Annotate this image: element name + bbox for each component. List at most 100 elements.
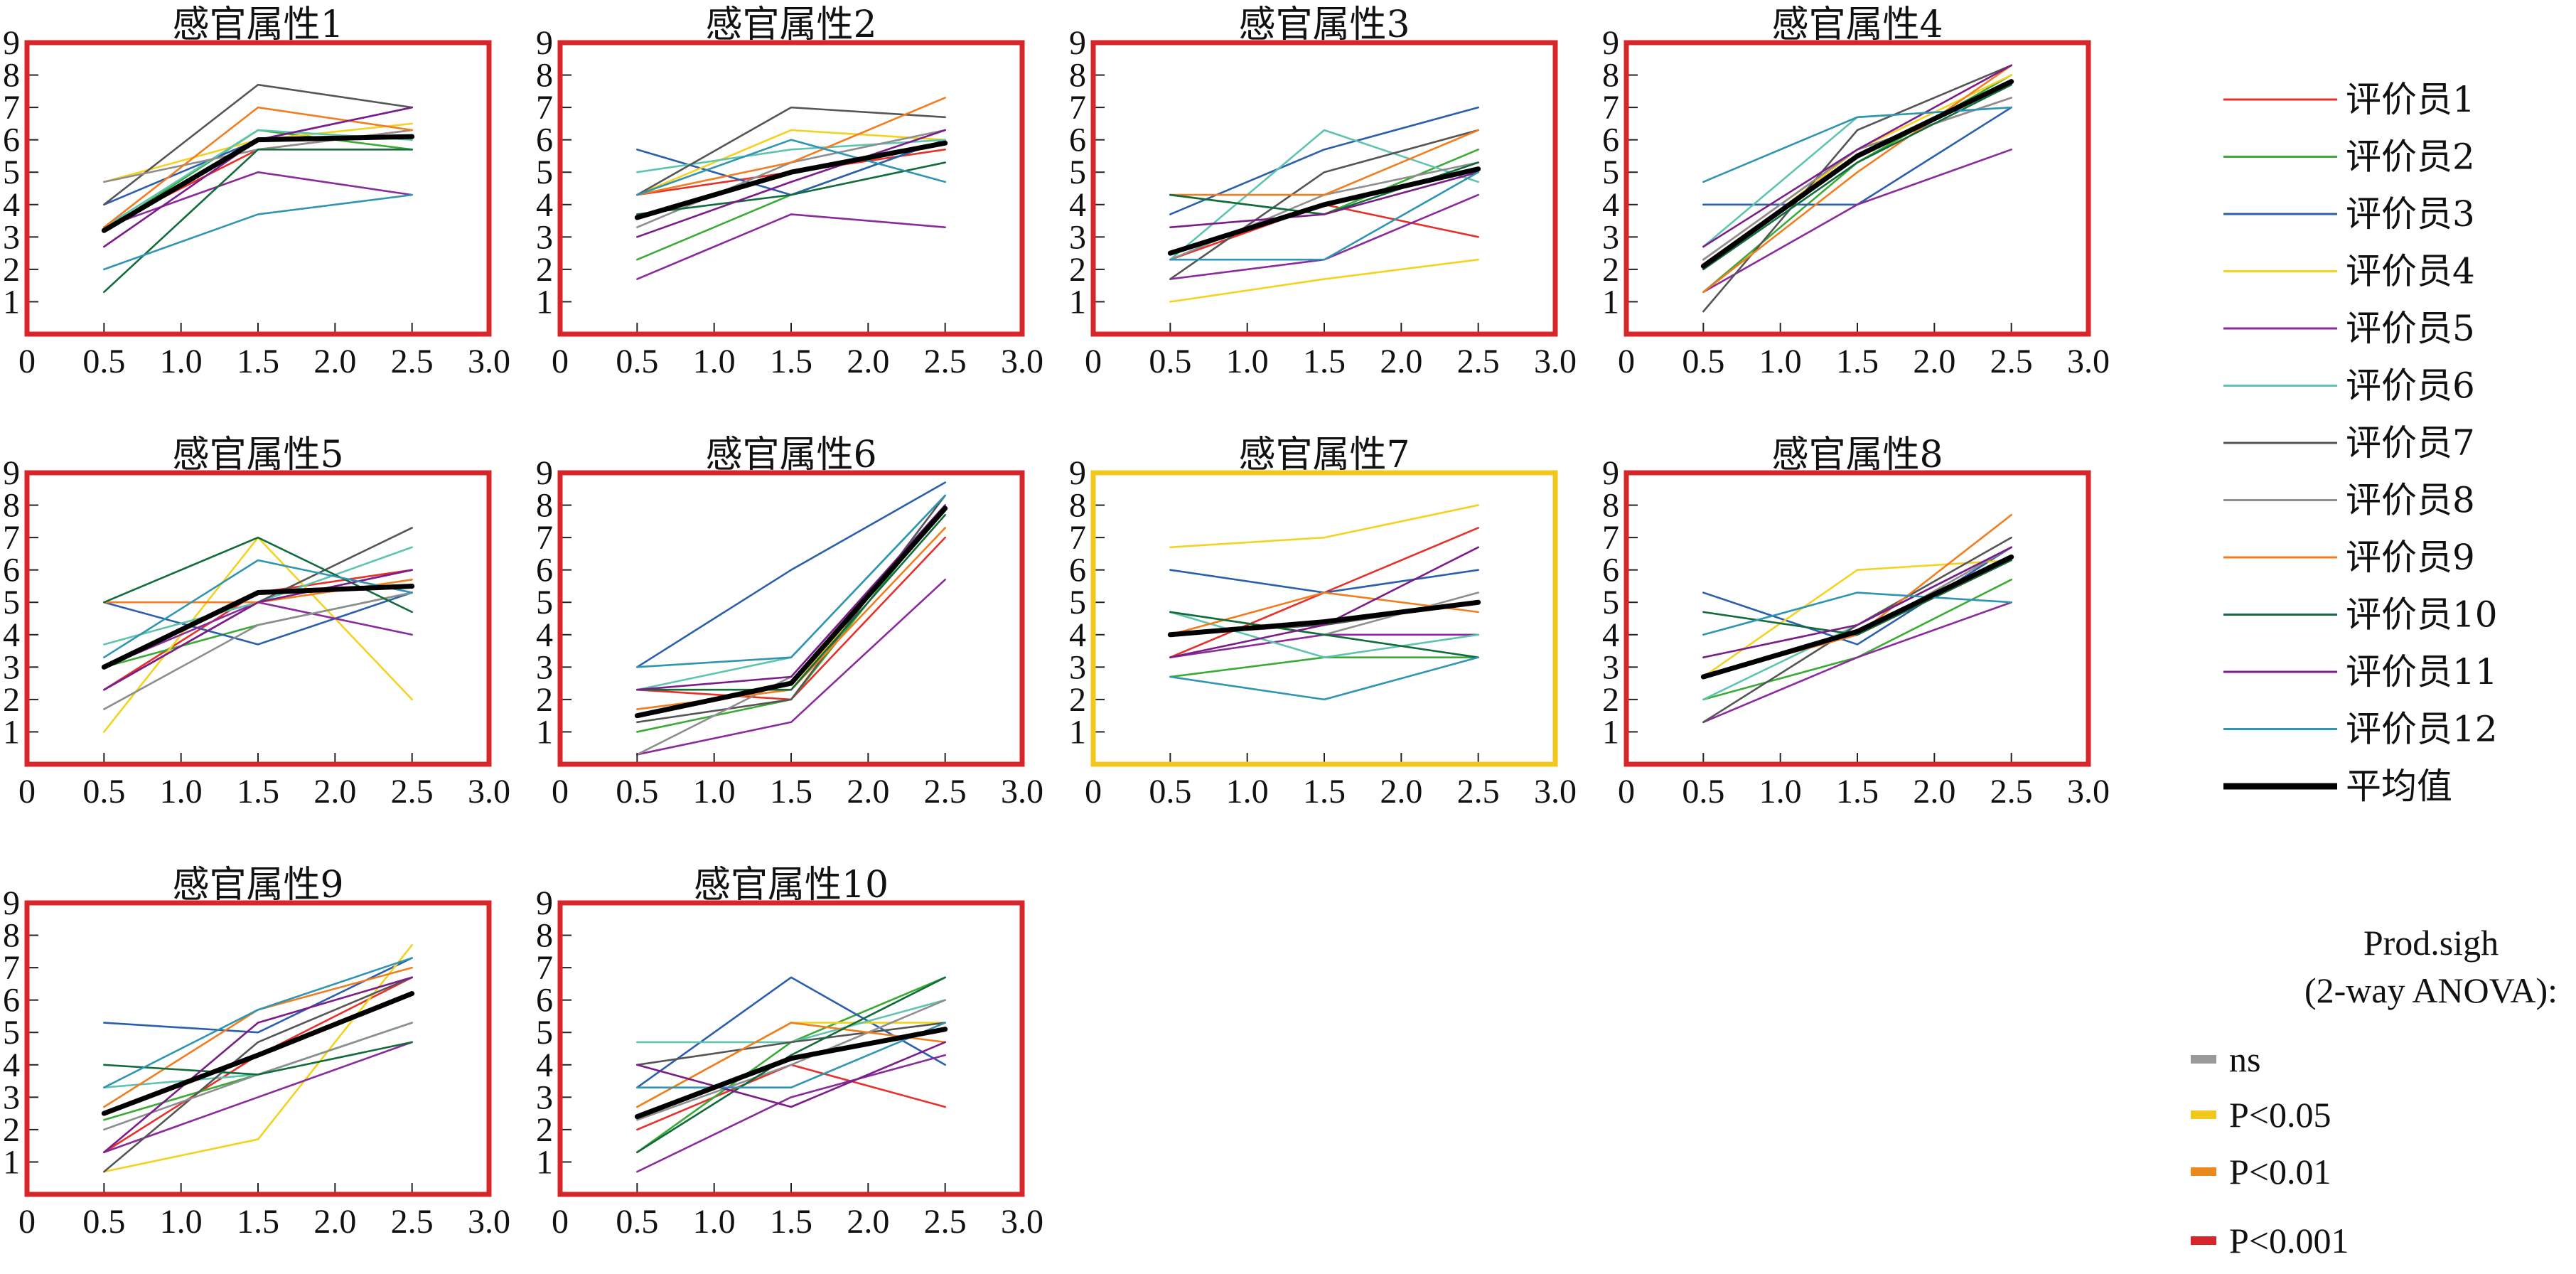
y-tick-label: 5	[536, 154, 553, 191]
series-line-10	[1702, 559, 2012, 636]
x-tick-label: 0	[1618, 343, 1635, 380]
x-tick-label: 0	[18, 1203, 36, 1241]
y-tick-label: 3	[536, 648, 553, 686]
x-tick-label: 2.5	[1457, 343, 1500, 380]
series-line-11	[1169, 171, 1479, 228]
significance-label-1: ns	[2229, 1039, 2260, 1079]
series-line-2	[103, 592, 413, 668]
legend-label-5: 评价员5	[2346, 308, 2475, 349]
y-tick-label: 4	[1069, 616, 1086, 654]
series-line-mean	[1700, 554, 2014, 680]
x-tick-label: 1.5	[1836, 343, 1879, 380]
y-tick-label: 6	[1602, 552, 1619, 589]
y-tick-label: 3	[1602, 648, 1619, 686]
x-tick-label: 2.5	[1990, 773, 2033, 810]
series-line-3	[103, 106, 413, 206]
series-line-3	[1169, 569, 1479, 594]
series-line-mean	[634, 1027, 948, 1120]
significance-swatch-3	[2191, 1167, 2216, 1176]
x-tick-label: 0.5	[1682, 343, 1724, 380]
x-tick-label: 0	[1618, 773, 1635, 810]
series-line-11	[103, 569, 413, 691]
y-tick-label: 8	[1069, 487, 1086, 525]
panel-frame	[24, 900, 492, 1197]
x-tick-label: 3.0	[2067, 343, 2110, 380]
panel-frame	[557, 470, 1025, 767]
panel-title: 感官属性2	[705, 4, 876, 46]
y-tick-label: 7	[3, 519, 20, 557]
x-tick-label: 2.0	[1380, 773, 1422, 810]
series-line-5	[636, 1054, 946, 1173]
panel-frame	[1090, 40, 1558, 337]
legend-label-3: 评价员3	[2346, 193, 2475, 235]
panel-frame	[1624, 470, 2091, 767]
series-line-5	[103, 171, 413, 228]
x-tick-label: 1.0	[160, 343, 203, 380]
x-tick-label: 1.0	[160, 773, 203, 810]
panel-frame	[1090, 470, 1558, 767]
x-tick-label: 1.0	[1226, 773, 1269, 810]
series-line-4	[1169, 258, 1479, 303]
y-tick-label: 9	[3, 884, 20, 922]
series-line-11	[103, 976, 413, 1154]
y-tick-label: 6	[3, 982, 20, 1019]
significance-legend: Prod.sigh (2-way ANOVA): ns P<0.05 P<0.01 P<0…	[2191, 923, 2558, 1260]
legend-label-10: 评价员10	[2346, 594, 2498, 636]
series-line-2	[636, 139, 946, 261]
series-line-12	[636, 139, 946, 196]
y-tick-label: 2	[536, 1111, 553, 1149]
significance-label-2: P<0.05	[2229, 1095, 2331, 1135]
x-tick-label: 3.0	[1001, 773, 1043, 810]
x-tick-label: 0.5	[616, 1203, 658, 1241]
y-tick-label: 4	[536, 186, 553, 224]
y-tick-label: 9	[536, 884, 553, 922]
y-tick-label: 7	[3, 949, 20, 987]
x-tick-label: 1.0	[693, 773, 736, 810]
x-tick-label: 2.0	[1913, 343, 1955, 380]
y-tick-label: 3	[1069, 218, 1086, 256]
series-line-7	[1169, 129, 1479, 280]
x-tick-label: 0	[18, 343, 36, 380]
series-line-3	[636, 976, 946, 1088]
y-tick-label: 2	[1602, 251, 1619, 289]
series-line-6	[1169, 129, 1479, 261]
x-tick-label: 3.0	[1001, 1203, 1043, 1241]
y-tick-label: 1	[1069, 713, 1086, 751]
y-tick-label: 7	[3, 89, 20, 127]
panel-title: 感官属性6	[705, 434, 876, 476]
significance-label-3: P<0.01	[2229, 1152, 2331, 1192]
series-line-10	[103, 536, 413, 614]
series-line-3	[1169, 106, 1479, 215]
series-line-12	[1169, 171, 1479, 261]
y-tick-label: 3	[3, 218, 20, 256]
y-tick-label: 3	[536, 1078, 553, 1116]
y-tick-label: 9	[3, 454, 20, 492]
series-line-4	[636, 129, 946, 196]
x-tick-label: 1.5	[237, 773, 279, 810]
series-line-8	[636, 504, 946, 756]
y-tick-label: 6	[1069, 552, 1086, 589]
panel-frame	[1624, 40, 2091, 337]
x-tick-label: 1.0	[160, 1203, 203, 1241]
series-line-2	[1702, 579, 2012, 701]
series-line-6	[636, 494, 946, 691]
series-line-12	[1702, 106, 2012, 183]
x-tick-label: 0.5	[82, 1203, 125, 1241]
x-tick-label: 1.5	[770, 1203, 812, 1241]
x-tick-label: 3.0	[468, 343, 510, 380]
x-tick-label: 1.5	[237, 343, 279, 380]
series-line-mean	[1700, 79, 2014, 269]
series-line-9	[1169, 129, 1479, 196]
series-line-3	[103, 592, 413, 646]
series-line-7	[103, 976, 413, 1173]
y-tick-label: 2	[3, 251, 20, 289]
x-tick-label: 0	[1085, 343, 1102, 380]
y-tick-label: 4	[3, 1046, 20, 1084]
panel-title: 感官属性4	[1771, 4, 1943, 46]
y-tick-label: 1	[1602, 713, 1619, 751]
y-tick-label: 6	[536, 122, 553, 159]
x-tick-label: 2.5	[924, 343, 967, 380]
x-tick-label: 1.0	[1759, 773, 1802, 810]
